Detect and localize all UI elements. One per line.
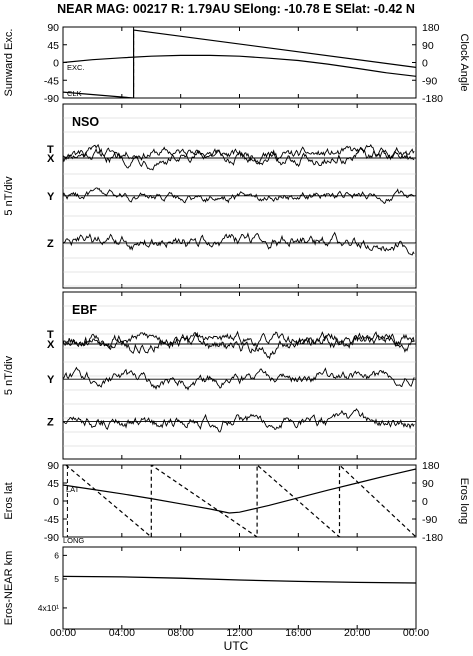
x-tick-label: 04:00 bbox=[109, 627, 135, 639]
component-trace bbox=[62, 366, 415, 391]
left-tick-label: 90 bbox=[47, 460, 59, 472]
panel-label: EBF bbox=[72, 303, 97, 317]
left-tick-label: -90 bbox=[44, 532, 59, 544]
right-tick-label: -90 bbox=[422, 514, 437, 526]
x-tick-label: 00:00 bbox=[50, 627, 76, 639]
x-axis-label: UTC bbox=[224, 639, 249, 653]
component-trace bbox=[62, 143, 415, 166]
left-tick-label: -45 bbox=[44, 514, 59, 526]
x-tick-label: 12:00 bbox=[226, 627, 252, 639]
component-label: Z bbox=[47, 416, 54, 428]
eros-near-distance-panel: 6 5 4x10¹ Eros-NEAR km bbox=[3, 546, 417, 630]
long-series-line bbox=[65, 465, 416, 537]
left-tick-label: 90 bbox=[47, 22, 59, 34]
ebf-panel: EBF 5 nT/div TX Y Z bbox=[3, 291, 417, 460]
clk-series-line bbox=[63, 29, 416, 98]
panel-frame bbox=[62, 464, 417, 538]
component-trace bbox=[62, 330, 415, 351]
panel-axis-label: 5 nT/div bbox=[3, 176, 15, 216]
component-trace bbox=[62, 331, 415, 360]
component-label: T bbox=[47, 329, 54, 341]
component-label: T bbox=[47, 144, 54, 156]
left-tick-label: 45 bbox=[47, 478, 59, 490]
component-trace bbox=[62, 143, 415, 171]
panel-frame bbox=[62, 26, 417, 99]
component-label: Y bbox=[47, 374, 55, 386]
panel-axis-label: Eros-NEAR km bbox=[3, 551, 15, 626]
y-tick-label: 5 bbox=[54, 574, 59, 584]
eros-lat-long-panel: 90 45 0 -45 -90 180 90 0 -90 -180 Eros lat Eros lon… bbox=[3, 460, 470, 545]
component-trace bbox=[62, 231, 415, 256]
exc-series-line bbox=[63, 54, 416, 77]
x-axis: 00:00 04:00 08:00 12:00 16:00 20:00 00:00 bbox=[50, 627, 429, 639]
left-tick-label: 0 bbox=[53, 496, 59, 508]
exc-annotation: EXC. bbox=[67, 63, 85, 72]
clk-annotation: CLK bbox=[67, 89, 82, 98]
x-tick-label: 20:00 bbox=[344, 627, 370, 639]
left-tick-label: 45 bbox=[47, 40, 59, 52]
left-tick-label: -45 bbox=[44, 75, 59, 87]
x-tick-label: 08:00 bbox=[168, 627, 194, 639]
right-tick-label: -180 bbox=[422, 532, 443, 544]
component-label: Z bbox=[47, 238, 54, 250]
right-axis-label: Clock Angle bbox=[458, 33, 470, 91]
right-tick-label: 0 bbox=[422, 496, 428, 508]
left-axis-label: Eros lat bbox=[3, 482, 15, 519]
component-trace bbox=[62, 408, 415, 433]
right-tick-label: -90 bbox=[422, 75, 437, 87]
distance-series-line bbox=[62, 575, 417, 584]
right-tick-label: 180 bbox=[422, 460, 440, 472]
component-label: X bbox=[47, 153, 55, 165]
right-axis-label: Eros long bbox=[458, 478, 470, 524]
left-axis-label: Sunward Exc. bbox=[3, 29, 15, 97]
component-label: Y bbox=[47, 191, 55, 203]
long-annotation: LONG bbox=[63, 536, 84, 545]
right-tick-label: 90 bbox=[422, 478, 434, 490]
right-tick-label: 0 bbox=[422, 58, 428, 70]
y-tick-label: 4x10¹ bbox=[38, 603, 59, 613]
y-tick-label: 6 bbox=[54, 550, 59, 560]
x-tick-label: 16:00 bbox=[285, 627, 311, 639]
x-tick-label: 00:00 bbox=[403, 627, 429, 639]
panel-frame bbox=[62, 546, 417, 630]
right-tick-label: -180 bbox=[422, 93, 443, 105]
left-tick-label: 0 bbox=[53, 58, 59, 70]
component-label: X bbox=[47, 339, 55, 351]
panel-axis-label: 5 nT/div bbox=[3, 355, 15, 395]
nso-panel: NSO 5 nT/div TX Y Z bbox=[3, 103, 417, 289]
panel-label: NSO bbox=[72, 115, 99, 129]
sunward-clock-panel: 90 45 0 -45 -90 180 90 0 -90 -180 Sunward Exc. Cloc… bbox=[3, 22, 470, 105]
right-tick-label: 90 bbox=[422, 40, 434, 52]
lat-annotation: LAT bbox=[66, 485, 80, 494]
right-tick-label: 180 bbox=[422, 22, 440, 34]
lat-series-line bbox=[63, 468, 416, 514]
component-trace bbox=[62, 187, 415, 204]
left-tick-label: -90 bbox=[44, 93, 59, 105]
chart-title: NEAR MAG: 00217 R: 1.79AU SElong: -10.78… bbox=[57, 2, 415, 16]
